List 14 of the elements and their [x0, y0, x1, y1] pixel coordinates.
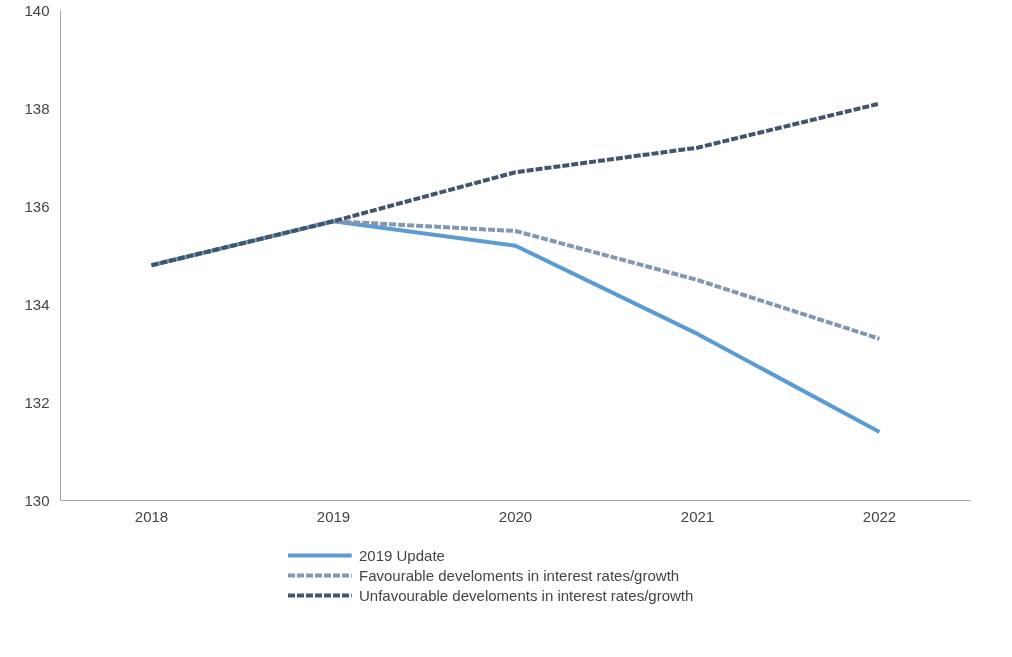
- legend-label: 2019 Update: [358, 547, 445, 564]
- x-tick-label: 2020: [498, 507, 533, 525]
- y-tick-label: 140: [24, 1, 50, 19]
- legend-label: Favourable develoments in interest rates/growth: [358, 567, 680, 584]
- x-tick-label: 2019: [316, 507, 351, 525]
- y-tick-label: 138: [24, 99, 50, 117]
- legend-label: Unfavourable develoments in interest rates/growth: [358, 587, 694, 604]
- y-tick-label: 134: [24, 295, 50, 313]
- x-tick-label: 2022: [862, 507, 897, 525]
- y-tick-label: 132: [24, 393, 50, 411]
- y-tick-label: 130: [24, 491, 50, 509]
- x-tick-label: 2021: [680, 507, 715, 525]
- x-tick-label: 2018: [134, 507, 169, 525]
- y-tick-label: 136: [24, 197, 50, 215]
